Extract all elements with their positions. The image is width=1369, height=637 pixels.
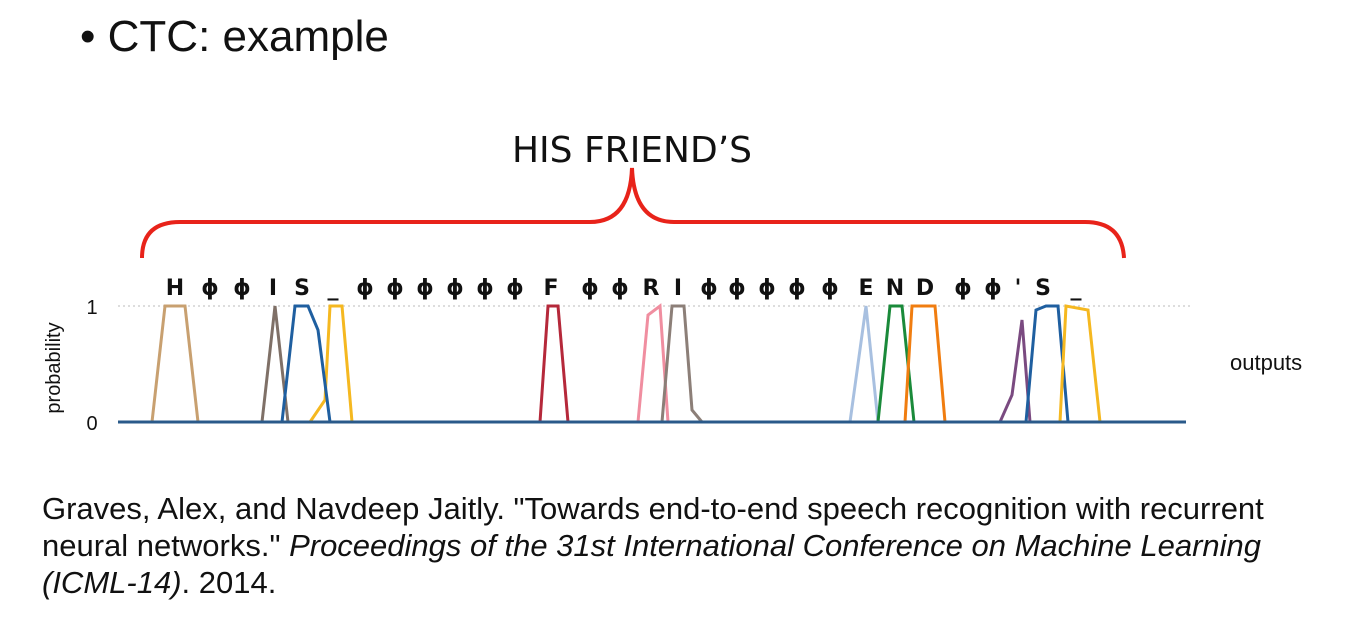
- token: ϕ: [416, 276, 434, 301]
- token: ϕ: [446, 276, 464, 301]
- side-label: outputs: [1230, 350, 1302, 375]
- peak: [280, 304, 332, 423]
- token: _: [1071, 276, 1082, 301]
- token: N: [886, 276, 904, 301]
- peak: [260, 305, 290, 423]
- peak: [1024, 304, 1070, 423]
- token: R: [643, 276, 660, 301]
- token: F: [543, 276, 558, 301]
- citation-authors-title: Graves, Alex, and Navdeep Jaitly. "Towar…: [42, 491, 1264, 563]
- token: I: [674, 276, 682, 301]
- y-axis-label: probability: [43, 322, 65, 413]
- peak: [538, 304, 570, 423]
- token: ϕ: [788, 276, 806, 301]
- token: ϕ: [233, 276, 251, 301]
- token: E: [858, 276, 873, 301]
- citation-venue: Proceedings of the 31st International Co…: [42, 528, 1262, 600]
- citation: Graves, Alex, and Navdeep Jaitly. "Towar…: [42, 490, 1332, 601]
- token: ϕ: [728, 276, 746, 301]
- bullet: • CTC: example: [80, 12, 389, 61]
- citation-year: . 2014.: [181, 565, 277, 600]
- token: ϕ: [506, 276, 524, 301]
- y-tick-label: 0: [86, 413, 97, 435]
- token: ϕ: [201, 276, 219, 301]
- token: ϕ: [581, 276, 599, 301]
- token: H: [166, 276, 184, 301]
- peak: [308, 304, 354, 423]
- bullet-text: CTC: example: [107, 12, 389, 61]
- peak: [1058, 304, 1102, 423]
- token: ϕ: [821, 276, 839, 301]
- y-tick-label: 1: [86, 297, 97, 319]
- peak: [660, 304, 704, 423]
- token: ': [1015, 276, 1022, 301]
- peak: [903, 304, 947, 423]
- token: ϕ: [386, 276, 404, 301]
- bracket: [140, 167, 1126, 259]
- peak: [636, 303, 670, 423]
- token: ϕ: [476, 276, 494, 301]
- token: S: [294, 276, 310, 301]
- peak: [998, 319, 1032, 423]
- token: D: [916, 276, 934, 301]
- token: ϕ: [954, 276, 972, 301]
- transcript: HIS FRIEND’S: [512, 130, 752, 171]
- token: S: [1035, 276, 1051, 301]
- token: I: [269, 276, 277, 301]
- token: ϕ: [611, 276, 629, 301]
- token: ϕ: [700, 276, 718, 301]
- token: ϕ: [758, 276, 776, 301]
- token: ϕ: [356, 276, 374, 301]
- token: ϕ: [984, 276, 1002, 301]
- peak: [150, 304, 200, 423]
- token: _: [328, 276, 339, 301]
- peaks: [150, 303, 1102, 423]
- peak: [848, 305, 880, 423]
